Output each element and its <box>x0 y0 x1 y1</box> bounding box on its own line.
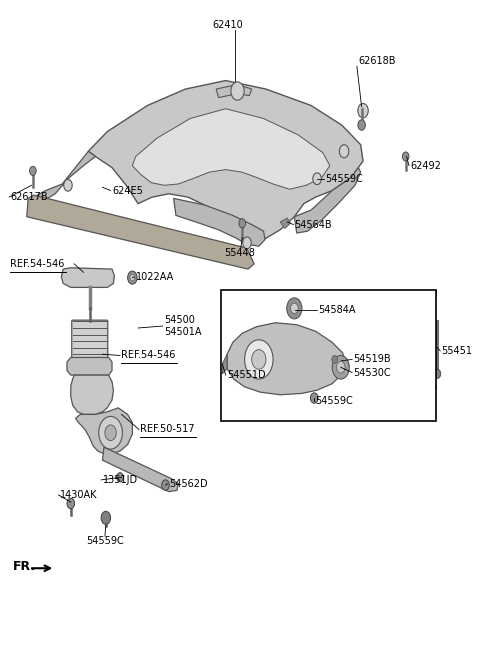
Circle shape <box>358 120 365 131</box>
Circle shape <box>332 356 349 379</box>
Circle shape <box>162 480 169 490</box>
Circle shape <box>99 417 122 449</box>
Circle shape <box>358 104 368 118</box>
Text: 62492: 62492 <box>410 161 441 171</box>
Polygon shape <box>216 85 252 98</box>
Text: REF.54-546: REF.54-546 <box>10 259 64 269</box>
Text: 55448: 55448 <box>225 248 255 258</box>
Text: 1022AA: 1022AA <box>136 272 174 282</box>
Polygon shape <box>103 447 178 491</box>
Polygon shape <box>75 408 132 454</box>
Polygon shape <box>132 109 330 189</box>
Text: 54559C: 54559C <box>86 536 124 546</box>
Text: 1430AK: 1430AK <box>60 490 97 500</box>
Circle shape <box>434 369 441 379</box>
Polygon shape <box>67 358 112 375</box>
Circle shape <box>245 340 273 379</box>
Circle shape <box>290 303 298 314</box>
Circle shape <box>313 173 321 184</box>
Text: 54519B: 54519B <box>354 354 391 365</box>
Text: 54559C: 54559C <box>316 396 353 406</box>
Text: 54501A: 54501A <box>164 327 202 337</box>
Text: 62617B: 62617B <box>10 192 48 202</box>
Polygon shape <box>88 81 363 244</box>
Circle shape <box>117 473 123 482</box>
Text: 54584A: 54584A <box>318 304 356 315</box>
Polygon shape <box>222 354 227 374</box>
Text: 1351JD: 1351JD <box>103 475 138 485</box>
Circle shape <box>311 393 318 403</box>
Polygon shape <box>32 152 96 203</box>
Polygon shape <box>27 195 254 269</box>
Bar <box>221 290 436 421</box>
Polygon shape <box>294 168 360 233</box>
Text: 55451: 55451 <box>441 346 472 356</box>
Circle shape <box>128 271 137 284</box>
Polygon shape <box>61 268 114 287</box>
Circle shape <box>287 298 302 319</box>
Text: REF.54-546: REF.54-546 <box>121 350 176 361</box>
Circle shape <box>67 498 74 508</box>
Polygon shape <box>174 198 265 246</box>
Text: 62410: 62410 <box>213 20 243 30</box>
Circle shape <box>243 237 251 249</box>
Polygon shape <box>71 375 113 415</box>
Circle shape <box>339 145 349 158</box>
Polygon shape <box>280 218 290 228</box>
Polygon shape <box>227 323 346 395</box>
Circle shape <box>239 218 246 228</box>
Circle shape <box>64 179 72 191</box>
Text: 624E5: 624E5 <box>112 186 143 195</box>
Circle shape <box>252 350 266 369</box>
Text: 62618B: 62618B <box>358 56 396 66</box>
Text: 54564B: 54564B <box>294 220 332 230</box>
FancyBboxPatch shape <box>72 320 108 359</box>
Circle shape <box>30 167 36 175</box>
Circle shape <box>332 356 337 363</box>
Text: 54559C: 54559C <box>325 174 363 184</box>
Circle shape <box>105 425 116 441</box>
Text: 54562D: 54562D <box>169 479 207 489</box>
Text: 54500: 54500 <box>164 315 195 325</box>
Circle shape <box>130 274 135 281</box>
Text: 54551D: 54551D <box>227 370 266 380</box>
Circle shape <box>402 152 409 161</box>
Text: 54530C: 54530C <box>354 367 391 377</box>
Text: FR.: FR. <box>12 560 36 573</box>
Circle shape <box>231 82 244 100</box>
Circle shape <box>336 361 345 373</box>
Text: REF.50-517: REF.50-517 <box>141 424 195 434</box>
Circle shape <box>101 511 110 524</box>
